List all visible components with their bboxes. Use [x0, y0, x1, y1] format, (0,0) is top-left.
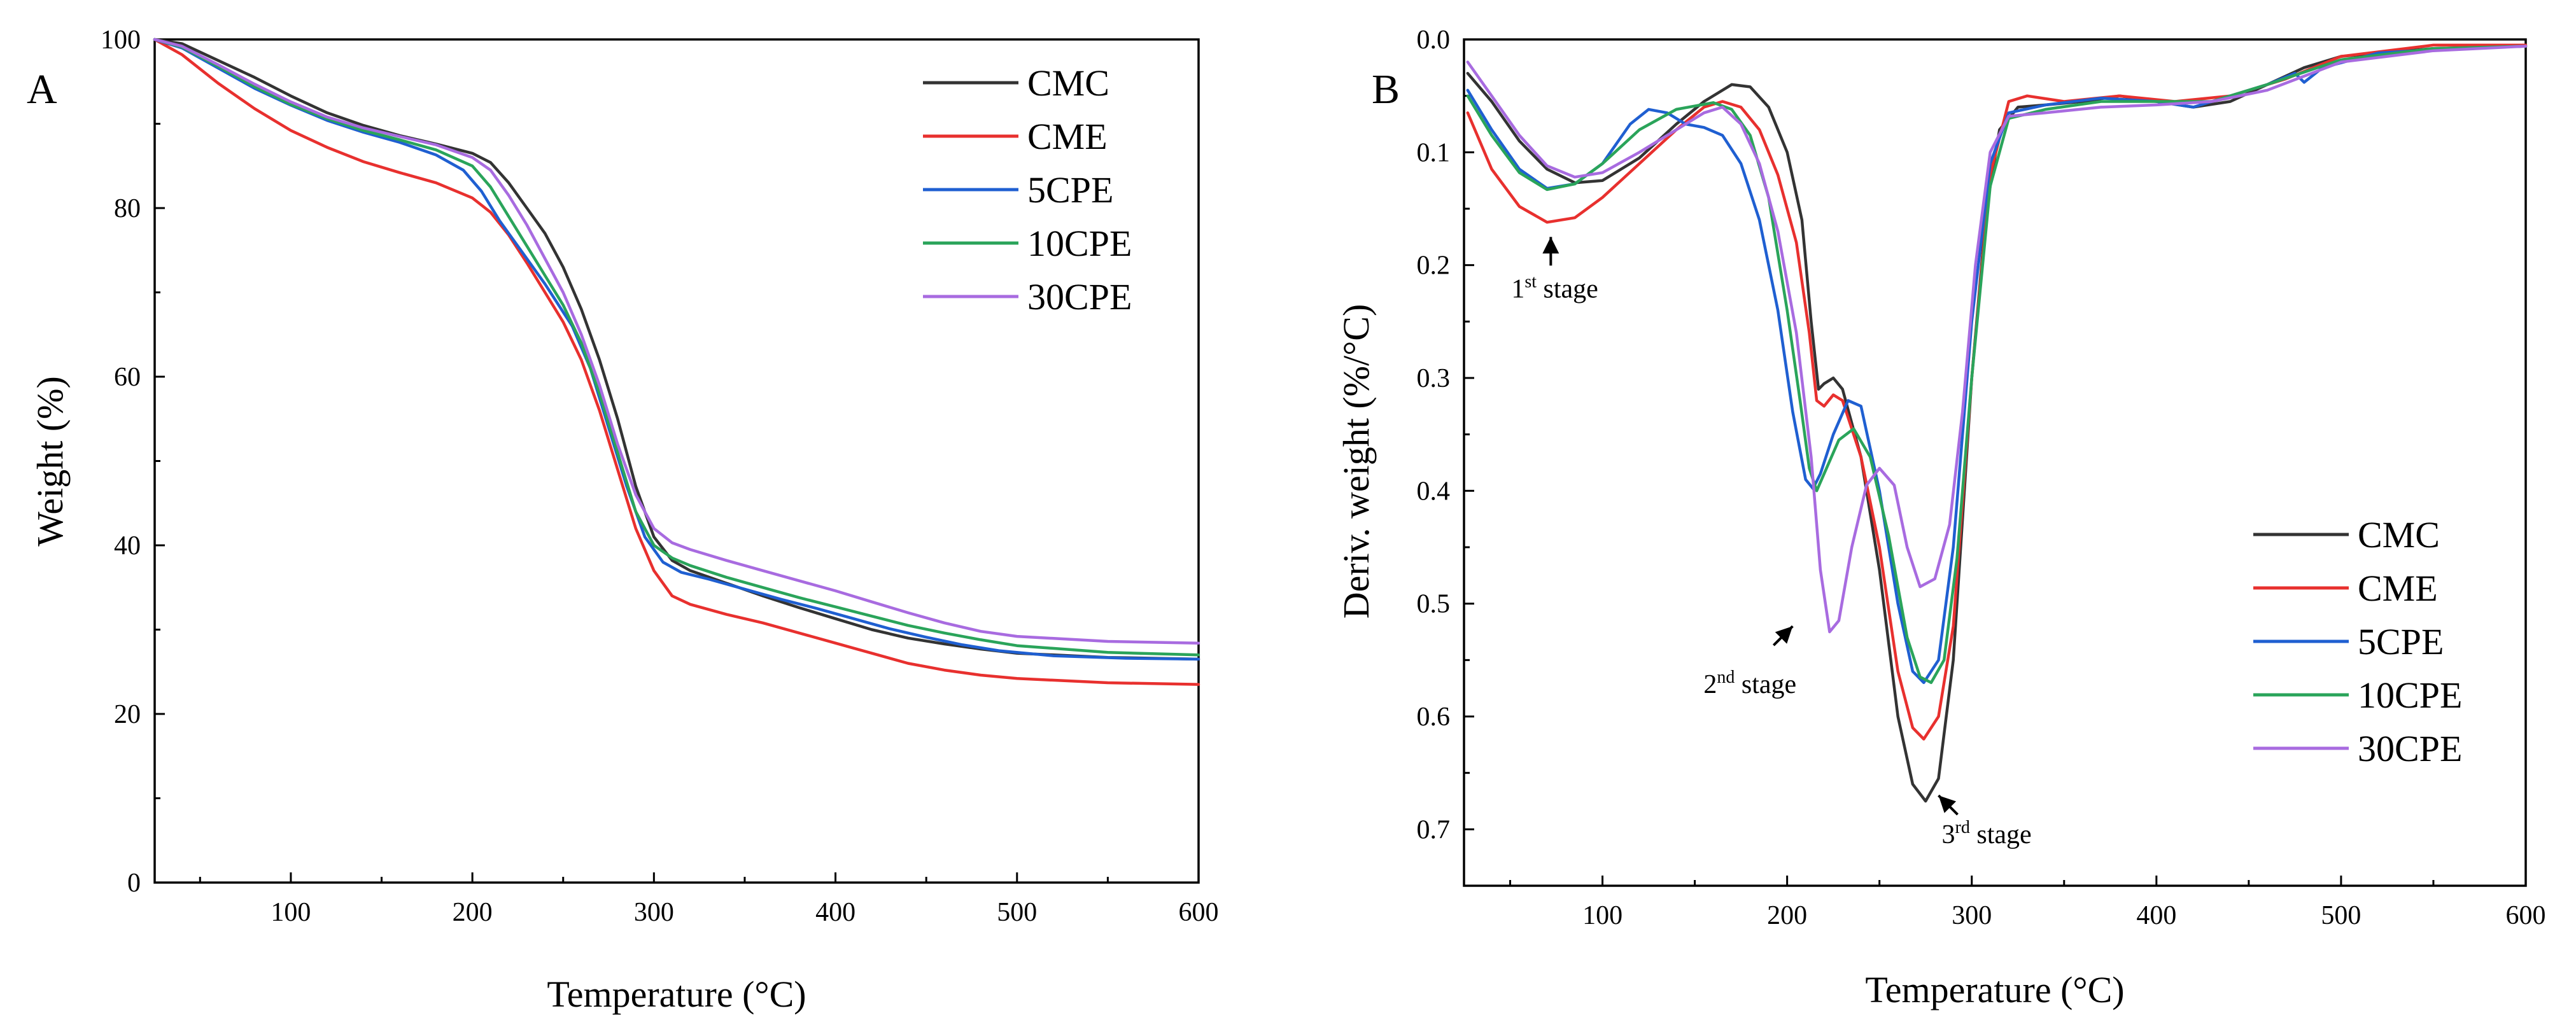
x-tick-label-a-200: 200	[453, 898, 493, 927]
panel-label-a: A	[27, 66, 57, 113]
x-axis-label-a: Temperature (°C)	[547, 974, 806, 1015]
series-group-a	[153, 38, 1200, 686]
x-tick-label-a-600: 600	[1179, 898, 1219, 927]
ticks-a: 100 200 300 400 500 600 0 20 40 60 80 100	[101, 25, 1219, 927]
y-tick-label-b-0: 0.0	[1417, 25, 1451, 55]
panel-label-b: B	[1372, 66, 1400, 113]
y-tick-label-b-7: 0.7	[1417, 815, 1451, 844]
y-tick-label-b-2: 0.2	[1417, 251, 1451, 281]
series-line-b-30cpe	[1466, 45, 2528, 634]
y-tick-label-a-3: 60	[114, 363, 141, 392]
series-group-b	[1466, 43, 2528, 803]
legend-label-b-30cpe: 30CPE	[2358, 728, 2462, 769]
plot-frame-a	[153, 38, 1200, 884]
series-line-a-cmc	[153, 38, 1200, 661]
annotation-label-1: 1st stage	[1511, 272, 1598, 304]
x-tick-label-b-500: 500	[2321, 901, 2361, 930]
x-axis-label-b: Temperature (°C)	[1865, 969, 2124, 1010]
legend-label-a-30cpe: 30CPE	[1027, 276, 1132, 318]
y-tick-label-b-1: 0.1	[1417, 138, 1451, 167]
annotations-b: 1st stage 2nd stage 3rd stage	[1511, 237, 2032, 849]
x-tick-label-a-400: 400	[815, 898, 855, 927]
series-line-a-30cpe	[153, 38, 1200, 645]
x-tick-label-b-100: 100	[1582, 901, 1622, 930]
legend-label-b-10cpe: 10CPE	[2358, 674, 2462, 716]
ticks-b: 100 200 300 400 500 600 0.0 0.1 0.2 0.3 0.4 0.5 0.6 0…	[1417, 25, 2546, 930]
legend-label-a-5cpe: 5CPE	[1027, 169, 1113, 211]
axes-b	[1463, 38, 2527, 887]
x-tick-label-a-500: 500	[997, 898, 1037, 927]
y-axis-label-b: Deriv. weight (%/°C)	[1335, 304, 1377, 619]
y-tick-label-a-0: 0	[127, 869, 141, 898]
legend-a: CMC CME 5CPE 10CPE 30CPE	[923, 62, 1132, 318]
x-tick-label-b-300: 300	[1952, 901, 1992, 930]
x-tick-label-a-100: 100	[271, 898, 311, 927]
chart-panel-a: A 100 200 300 400 500 600 0 20 40 60 80 100 CMC CME 5…	[27, 25, 1219, 1015]
y-axis-label-a: Weight (%)	[29, 376, 71, 547]
series-line-a-10cpe	[153, 38, 1200, 657]
annotation-label-2: 2nd stage	[1703, 667, 1796, 699]
annotation-label-3: 3rd stage	[1942, 818, 2032, 849]
series-line-b-10cpe	[1466, 45, 2528, 685]
y-tick-label-a-1: 20	[114, 700, 141, 729]
chart-panel-b: B 100 200 300 400 500 600 0.0 0.1 0.2 0.3 0.4 0.5 0.…	[1335, 25, 2546, 1010]
y-tick-label-b-5: 0.5	[1417, 590, 1451, 619]
series-line-a-cme	[153, 38, 1200, 686]
legend-label-a-10cpe: 10CPE	[1027, 223, 1132, 264]
x-tick-label-b-400: 400	[2136, 901, 2176, 930]
legend-label-a-cme: CME	[1027, 116, 1108, 157]
legend-b: CMC CME 5CPE 10CPE 30CPE	[2253, 514, 2462, 769]
annotation-arrow-head-1	[1542, 237, 1559, 254]
y-tick-label-a-4: 80	[114, 194, 141, 223]
y-tick-label-b-6: 0.6	[1417, 702, 1451, 732]
axes-a	[153, 38, 1200, 884]
y-tick-label-a-5: 100	[101, 25, 141, 55]
x-tick-label-b-600: 600	[2506, 901, 2546, 930]
y-tick-label-b-3: 0.3	[1417, 364, 1451, 393]
x-tick-label-a-300: 300	[634, 898, 674, 927]
annotation-arrow-head-3	[1938, 795, 1957, 813]
plot-frame-b	[1463, 38, 2527, 887]
annotation-arrow-head-2	[1775, 626, 1793, 644]
y-tick-label-a-2: 40	[114, 531, 141, 561]
legend-label-b-5cpe: 5CPE	[2358, 621, 2444, 662]
legend-label-b-cmc: CMC	[2358, 514, 2440, 555]
legend-label-a-cmc: CMC	[1027, 62, 1109, 104]
legend-label-b-cme: CME	[2358, 568, 2438, 609]
y-tick-label-b-4: 0.4	[1417, 477, 1451, 506]
x-tick-label-b-200: 200	[1767, 901, 1807, 930]
